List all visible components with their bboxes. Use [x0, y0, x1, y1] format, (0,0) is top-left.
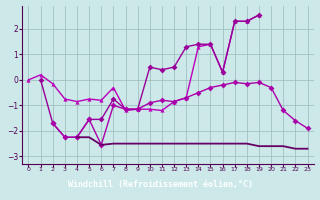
Text: Windchill (Refroidissement éolien,°C): Windchill (Refroidissement éolien,°C): [68, 180, 252, 188]
